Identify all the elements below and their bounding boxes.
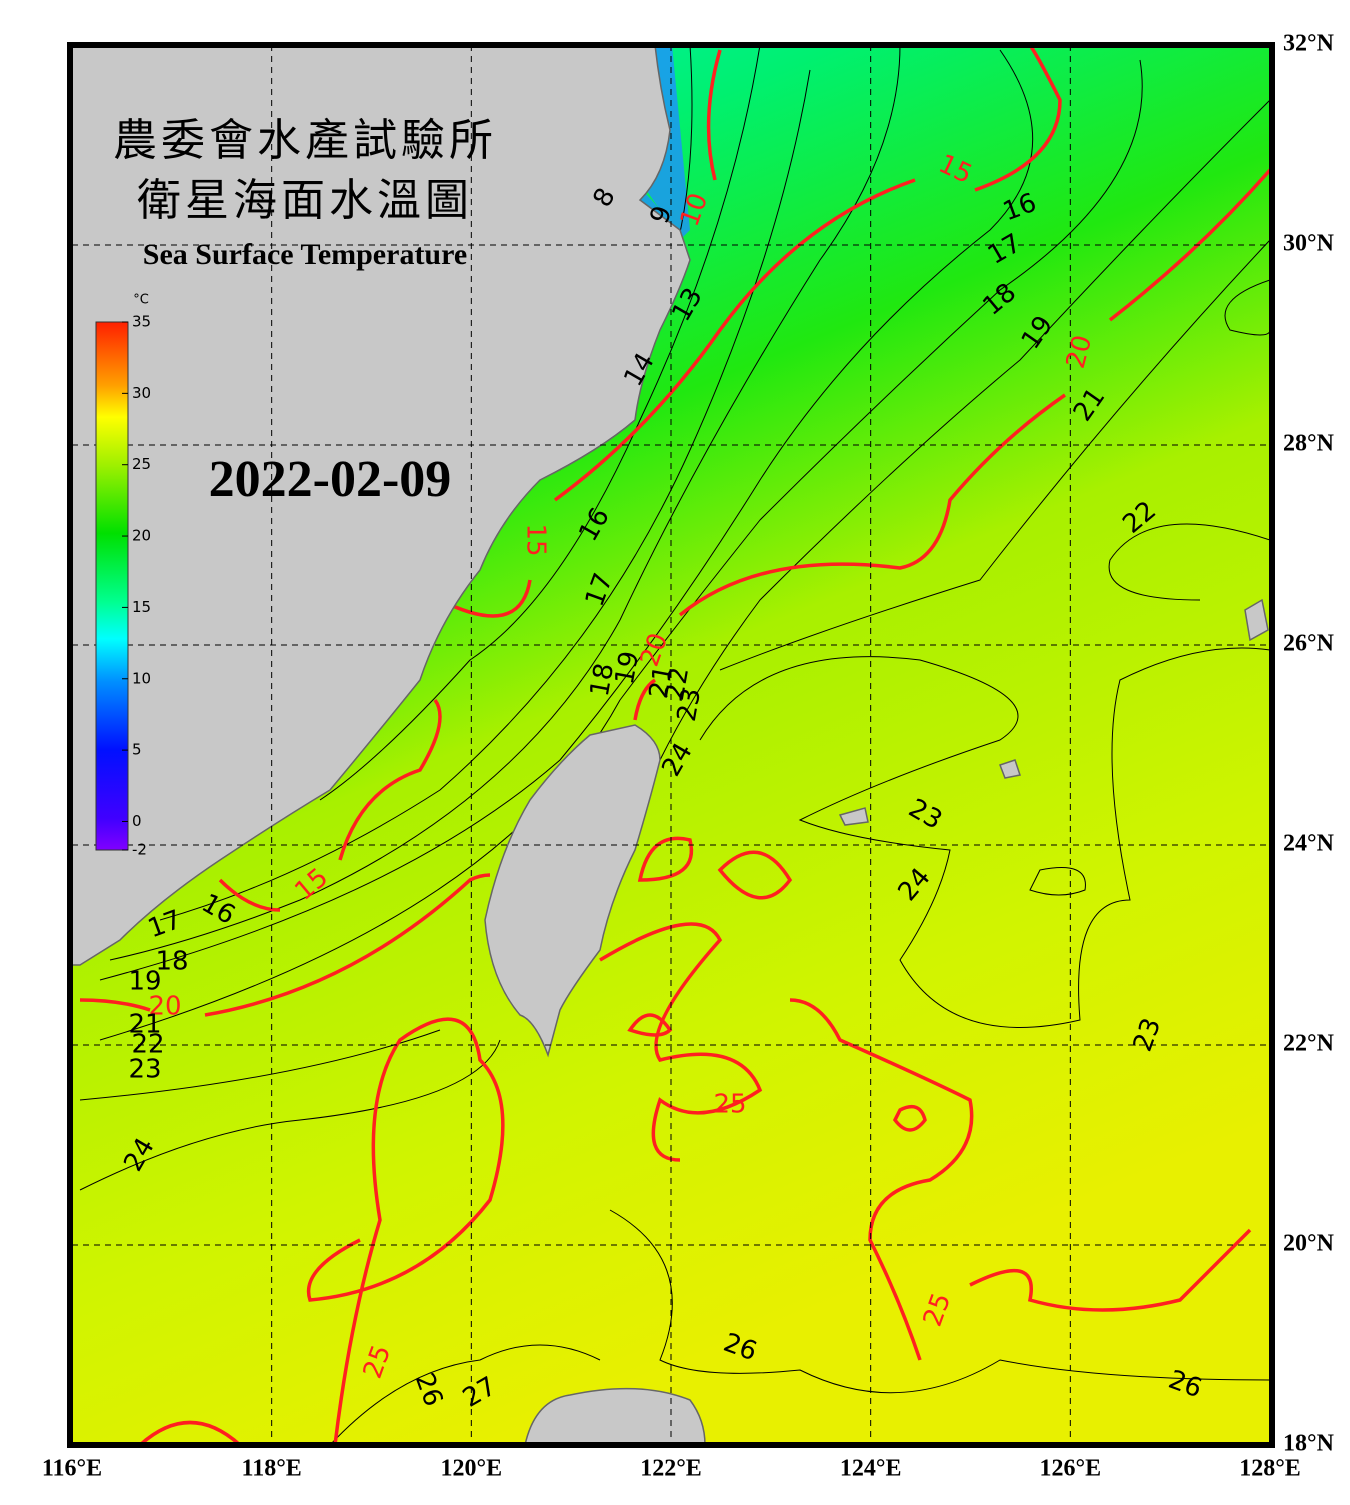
lat-label: 32°N: [1283, 31, 1335, 57]
isotherm-20: [633, 678, 657, 721]
isotherm-label: 21: [644, 663, 679, 701]
map-frame: [67, 42, 1275, 1448]
isotherm: [609, 1209, 1270, 1394]
mainland-china: [72, 45, 691, 966]
isotherm: [659, 99, 1270, 761]
isotherm: [99, 59, 1143, 1041]
isotherm-label: 21: [128, 1010, 161, 1040]
isotherm: [1029, 867, 1086, 896]
isotherm-25: [599, 922, 763, 1162]
lat-label: 24°N: [1283, 831, 1335, 857]
title-en: Sea Surface Temperature: [143, 238, 467, 271]
island: [838, 807, 869, 826]
isotherm: [1224, 279, 1270, 336]
taiwan: [484, 724, 661, 1058]
lon-label: 126°E: [1040, 1456, 1102, 1482]
lon-label: 124°E: [840, 1456, 902, 1482]
isotherm-20: [204, 873, 491, 1017]
title-zh-1: 農委會水產試驗所: [113, 116, 497, 165]
isotherm-15: [338, 698, 442, 861]
colorbar-tick-label: 35: [132, 313, 151, 331]
lat-label: 26°N: [1283, 631, 1335, 657]
isotherm-25: [306, 1017, 505, 1445]
isotherm-label: 19: [610, 649, 645, 687]
isotherm: [79, 1029, 441, 1101]
isotherm: [99, 49, 1034, 981]
isotherms-red: [79, 45, 1270, 1445]
isotherm-label: 18: [585, 661, 620, 699]
isotherm-25: [717, 850, 793, 900]
isotherm-label: 15: [521, 523, 551, 556]
isotherm-15: [439, 579, 532, 618]
isotherm-label: 23: [672, 686, 707, 724]
colorbar-unit: °C: [133, 293, 149, 308]
isotherm-20: [1108, 168, 1270, 322]
isotherm: [329, 1344, 601, 1445]
lon-label: 118°E: [242, 1456, 302, 1482]
isotherm-25: [789, 998, 974, 1361]
isotherm-15: [974, 45, 1062, 192]
isotherm-10: [706, 49, 722, 181]
island: [1244, 598, 1269, 642]
isotherm: [319, 45, 761, 801]
axis-labels: 116°E 118°E 120°E 122°E 124°E 126°E 128°E18°N 2…: [42, 31, 1335, 1482]
colorbar-tick-label: 25: [132, 455, 151, 473]
luzon: [524, 1387, 706, 1445]
colorbar-tick-label: 10: [132, 669, 151, 687]
land: [72, 45, 1269, 1445]
isotherm-label: 22: [660, 665, 695, 703]
isotherm-15: [218, 878, 281, 912]
lat-label: 18°N: [1283, 1431, 1335, 1457]
isotherm: [79, 1039, 501, 1191]
isotherm-label: 18: [155, 947, 188, 977]
isotherm: [699, 647, 1270, 1028]
lat-label: 30°N: [1283, 231, 1335, 257]
lat-label: 22°N: [1283, 1031, 1335, 1057]
colorbar-tick-label: 20: [132, 527, 151, 545]
isotherm-label: 23: [128, 1055, 161, 1085]
isotherm-25: [892, 1104, 927, 1132]
colorbar-ticks: -2 0 5 10 15 20 25 30 35: [122, 313, 151, 859]
isotherm: [159, 69, 811, 921]
lon-label: 122°E: [640, 1456, 702, 1482]
isotherm-15: [553, 178, 916, 502]
isotherm-25: [138, 1420, 242, 1445]
isotherm-25: [637, 836, 694, 882]
title-zh-2: 衛星海面水溫圖: [137, 176, 473, 225]
isotherm-label: 25: [713, 1090, 746, 1120]
colorbar-tick-label: -2: [132, 841, 147, 859]
colorbar: [95, 321, 129, 851]
isotherm-label: 22: [131, 1030, 164, 1060]
colorbar-tick-label: 0: [132, 812, 142, 830]
isotherm-20: [678, 393, 1066, 617]
lon-label: 128°E: [1239, 1456, 1301, 1482]
isotherm-label: 20: [148, 992, 181, 1022]
lon-label: 120°E: [441, 1456, 503, 1482]
lat-label: 28°N: [1283, 431, 1335, 457]
date: 2022-02-09: [209, 451, 452, 508]
lat-label: 20°N: [1283, 1231, 1335, 1257]
graticule: [72, 45, 1270, 1445]
isotherm: [719, 239, 1270, 671]
isotherm: [109, 45, 901, 961]
isotherm-label: 19: [128, 967, 161, 997]
colorbar-tick-label: 30: [132, 384, 151, 402]
colorbar-tick-label: 15: [132, 598, 151, 616]
colorbar-tick-label: 5: [132, 741, 142, 759]
isotherm-25: [627, 1013, 673, 1037]
isotherms-black: [79, 45, 1270, 1445]
island: [999, 759, 1021, 779]
isotherm-20: [79, 998, 151, 1012]
isotherm: [1108, 523, 1270, 601]
isotherm-25: [969, 1228, 1252, 1312]
lon-label: 116°E: [42, 1456, 102, 1482]
